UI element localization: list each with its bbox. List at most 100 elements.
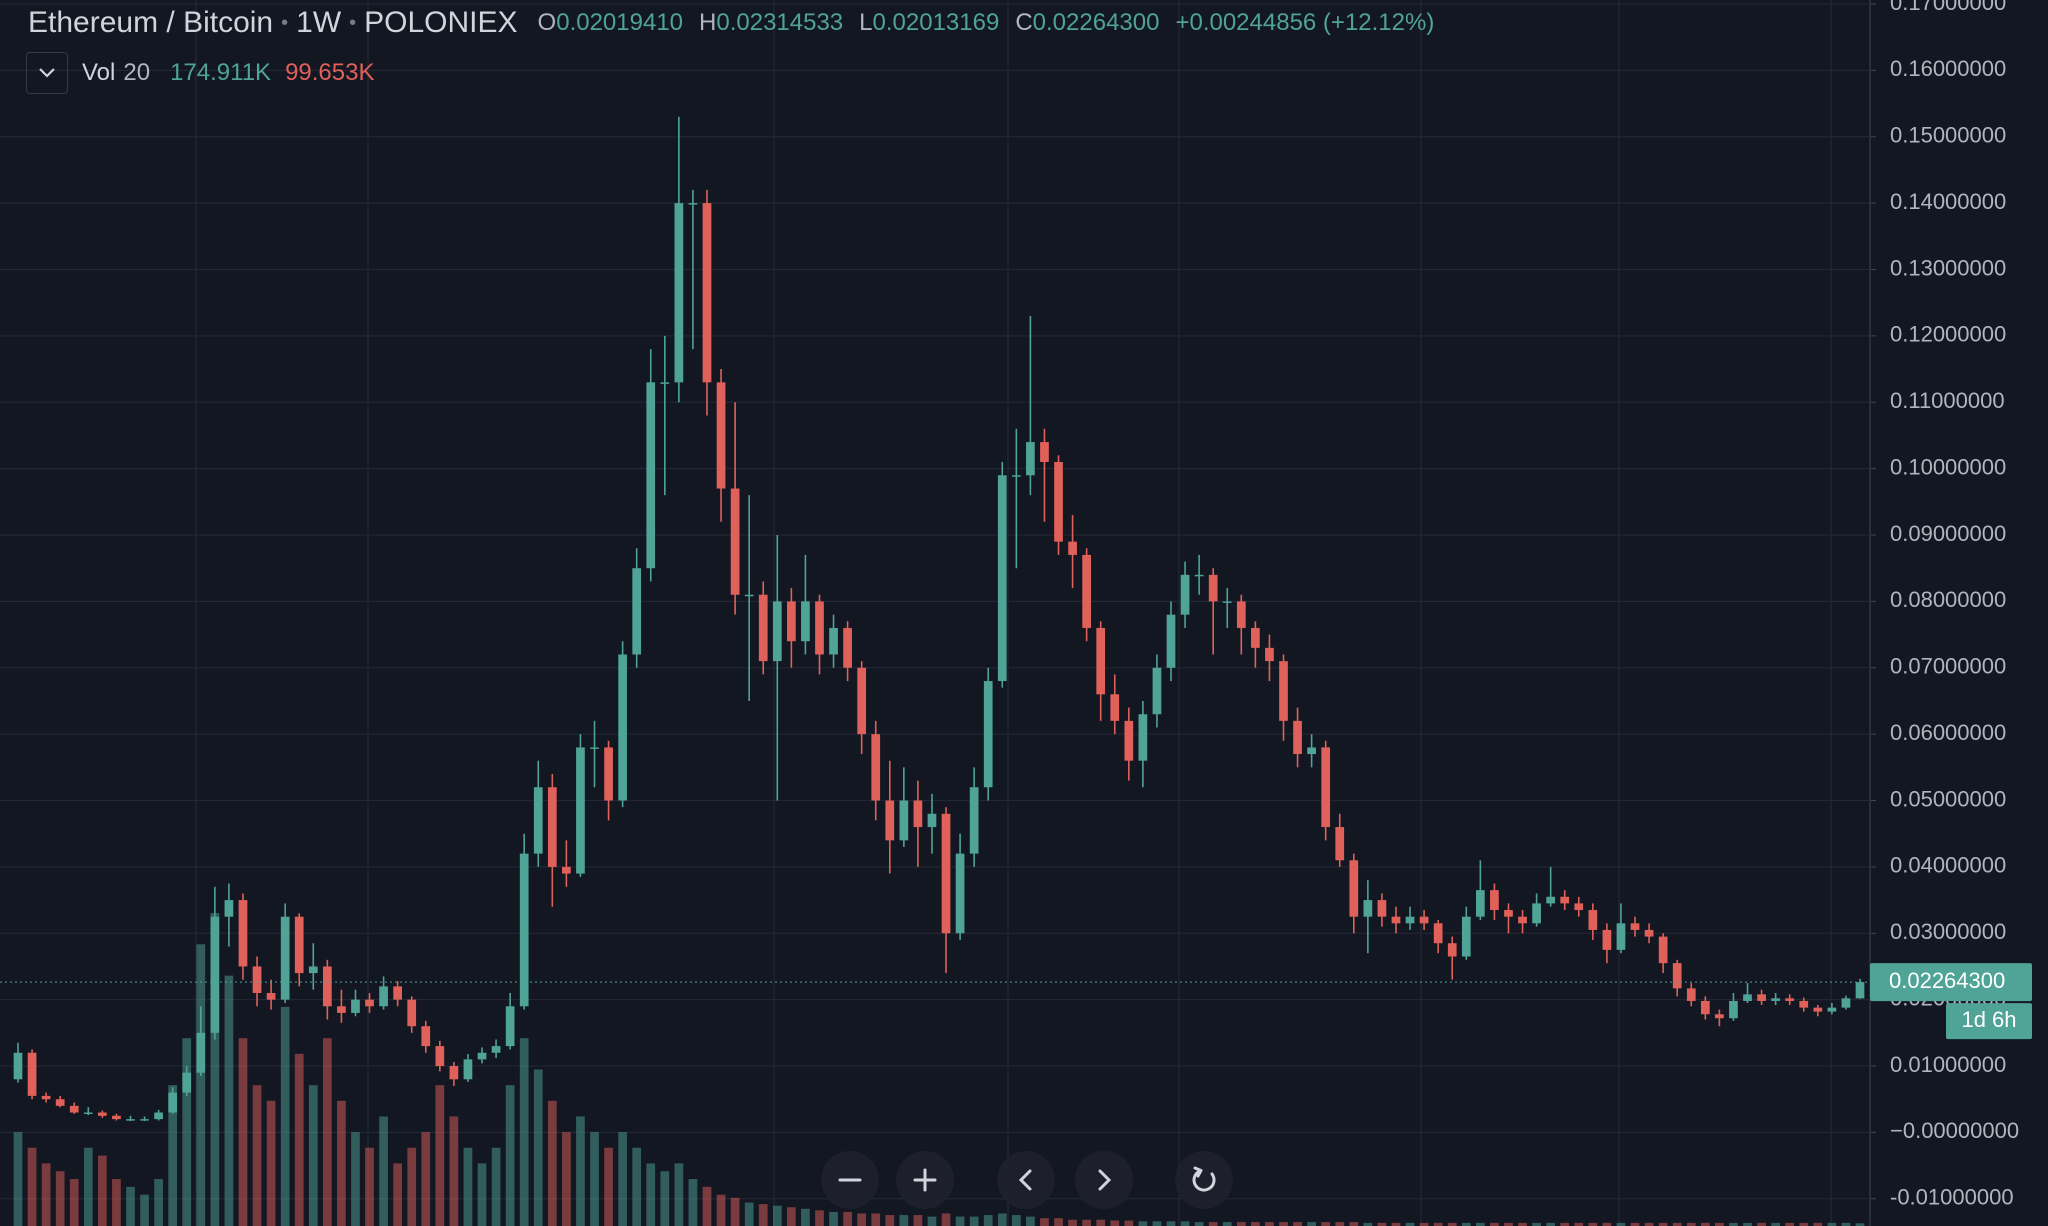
button-bg — [1175, 1151, 1233, 1209]
candle-body — [1743, 994, 1752, 1001]
candle-body — [1799, 1000, 1809, 1008]
scroll-right-button[interactable] — [1075, 1151, 1133, 1209]
volume-bar — [1377, 1222, 1387, 1226]
candle-body — [1785, 998, 1795, 1001]
volume-bar — [1715, 1222, 1724, 1226]
volume-bar — [1686, 1222, 1696, 1226]
candle-body — [280, 916, 290, 1000]
candle-body — [337, 1006, 346, 1013]
candle-body — [899, 800, 909, 841]
volume-bar — [1279, 1222, 1288, 1226]
volume-bar — [632, 1147, 642, 1226]
candle-body — [224, 900, 234, 917]
volume-bar — [407, 1147, 417, 1226]
volume-bar — [1672, 1222, 1682, 1226]
volume-bar — [547, 1100, 557, 1226]
candle-body — [1490, 890, 1499, 911]
countdown-label: 1d 6h — [1961, 1007, 2016, 1032]
volume-bar — [1841, 1222, 1851, 1226]
volume-bar — [1194, 1222, 1204, 1226]
volume-bar — [463, 1147, 473, 1226]
candle-body — [590, 747, 599, 749]
volume-bar — [1461, 1222, 1471, 1226]
volume-bar — [1644, 1222, 1654, 1226]
volume-bar — [744, 1202, 754, 1226]
ohlc-item: C0.02264300 — [1015, 9, 1159, 37]
candle-body — [27, 1052, 37, 1096]
volume-bar — [1335, 1222, 1345, 1226]
candle-body — [1715, 1014, 1724, 1019]
volume-bar — [477, 1163, 487, 1226]
candle-body — [140, 1119, 149, 1121]
volume-bar — [1363, 1222, 1373, 1226]
volume-bar — [41, 1163, 51, 1226]
ohlc-value: 0.02013169 — [872, 9, 1000, 36]
candle-body — [1461, 916, 1471, 957]
volume-bar — [140, 1194, 149, 1226]
candle-body — [716, 382, 726, 489]
volume-bar — [294, 1053, 304, 1226]
collapse-button[interactable] — [26, 52, 68, 94]
volume-legend: Vol 20 174.911K 99.653K — [26, 52, 374, 94]
candle-body — [1208, 574, 1218, 602]
candle-body — [885, 800, 895, 841]
zoom-out-button[interactable] — [821, 1151, 879, 1209]
scroll-left-button[interactable] — [997, 1151, 1055, 1209]
volume-bar — [1546, 1222, 1556, 1226]
separator: • — [349, 11, 357, 34]
candle-body — [913, 800, 923, 828]
y-tick-label: 0.09000000 — [1890, 521, 2006, 546]
volume-bar — [857, 1213, 867, 1226]
volume-bar — [1743, 1222, 1752, 1226]
candle-body — [941, 813, 951, 934]
chevron-icon — [39, 68, 55, 78]
candle-body — [294, 916, 304, 974]
volume-bar — [688, 1179, 698, 1226]
volume-bar — [1827, 1222, 1837, 1226]
volume-bar — [758, 1204, 768, 1226]
volume-bar — [210, 913, 220, 1226]
candle-body — [1405, 916, 1415, 924]
volume-bar — [1068, 1219, 1077, 1226]
candle-body — [618, 654, 627, 801]
candle-body — [1110, 694, 1120, 721]
candle-body — [1349, 860, 1359, 917]
volume-bar — [801, 1208, 810, 1226]
candle-body — [126, 1119, 135, 1121]
candle-body — [13, 1052, 23, 1080]
zoom-in-button[interactable] — [896, 1151, 954, 1209]
volume-bar — [646, 1163, 656, 1226]
candle-body — [1321, 747, 1331, 828]
volume-bar — [786, 1207, 796, 1226]
candle-body — [562, 866, 571, 874]
candle-body — [1251, 627, 1260, 648]
candle-body — [491, 1046, 501, 1053]
volume-bar — [435, 1085, 445, 1226]
reset-button[interactable] — [1175, 1151, 1233, 1209]
volume-bar — [1096, 1219, 1106, 1226]
ohlc-key: O — [537, 9, 557, 36]
volume-bar — [604, 1147, 613, 1226]
candle-body — [154, 1112, 163, 1120]
button-icon — [1018, 1169, 1032, 1191]
candle-body — [477, 1052, 487, 1060]
candle-body — [407, 999, 417, 1027]
candle-body — [744, 594, 754, 597]
volume-bar — [983, 1215, 993, 1226]
volume-bar — [1518, 1222, 1527, 1226]
candle-body — [815, 601, 824, 655]
volume-bar — [252, 1085, 262, 1226]
candle-body — [927, 813, 937, 828]
candle-body — [322, 966, 332, 1007]
y-tick-label: 0.12000000 — [1890, 322, 2006, 347]
candle-body — [604, 747, 613, 801]
candle-body — [1391, 916, 1401, 924]
candle-body — [1602, 929, 1612, 950]
volume-bar — [941, 1213, 951, 1226]
candle-body — [1011, 475, 1021, 477]
candle-body — [1054, 461, 1063, 542]
volume-bar — [1757, 1222, 1766, 1226]
y-tick-label: 0.11000000 — [1890, 388, 2005, 413]
candle-body — [829, 627, 838, 655]
volume-bar — [393, 1163, 403, 1226]
